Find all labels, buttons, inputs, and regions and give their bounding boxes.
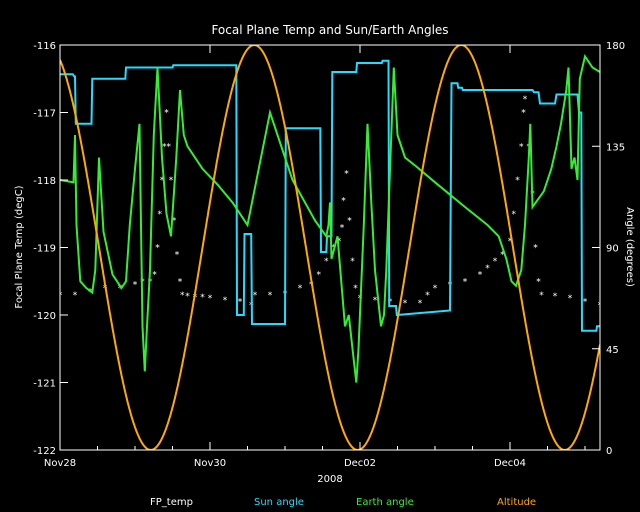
fp-temp-point: * [223, 296, 228, 306]
fp-temp-point: * [347, 217, 352, 227]
fp-temp-point: * [344, 169, 349, 179]
y-left-tick-label: -122 [33, 446, 56, 457]
fp-temp-point: * [515, 176, 520, 186]
fp-temp-point: * [324, 257, 329, 267]
fp-temp-point: * [155, 244, 160, 254]
fp-temp-point: * [298, 284, 303, 294]
fp-temp-point: * [337, 237, 342, 247]
fp-temp-point: * [200, 293, 205, 303]
fp-temp-point: * [403, 299, 408, 309]
fp-temp-point: * [172, 217, 177, 227]
legend-altitude: Altitude [497, 497, 537, 508]
fp-temp-point: * [508, 237, 513, 247]
x-tick-label: Nov28 [44, 458, 76, 469]
fp-temp-point: * [133, 281, 138, 291]
fp-temp-point: * [373, 296, 378, 306]
fp-temp-point: * [350, 257, 355, 267]
fp-temp-point: * [340, 223, 345, 233]
fp-temp-point: * [598, 301, 603, 311]
fp-temp-point: * [521, 109, 526, 119]
fp-temp-point: * [164, 109, 169, 119]
fp-temp-point: * [533, 244, 538, 254]
fp-temp-point: * [536, 277, 541, 287]
fp-temp-point: * [485, 264, 490, 274]
fp-temp-point: * [519, 142, 524, 152]
fp-temp-point: * [118, 284, 123, 294]
y-right-tick-label: 135 [606, 142, 625, 153]
chart-title: Focal Plane Temp and Sun/Earth Angles [211, 23, 448, 37]
fp-temp-point: * [158, 210, 163, 220]
legend-earth-angle: Earth angle [356, 497, 414, 508]
fp-temp-point: * [353, 284, 358, 294]
y-left-tick-label: -119 [33, 244, 56, 255]
fp-temp-point: * [425, 291, 430, 301]
fp-temp-point: * [185, 292, 190, 302]
fp-temp-point: * [493, 257, 498, 267]
fp-temp-point: * [88, 287, 93, 297]
fp-temp-point: * [73, 291, 78, 301]
fp-temp-point: * [463, 277, 468, 287]
legend-sun-angle: Sun angle [254, 497, 304, 508]
y-left-tick-label: -118 [33, 176, 56, 187]
y-left-tick-label: -117 [33, 109, 56, 120]
y-right-tick-label: 90 [606, 244, 619, 255]
fp-temp-point: * [169, 176, 174, 186]
fp-temp-point: * [512, 210, 517, 220]
y-axis-left-label: Focal Plane Temp (degC) [14, 185, 25, 308]
axes: Nov28 Nov30 Dec02 Dec04 -122 -121 -120 -119 -118… [33, 41, 625, 469]
fp-temp-point: * [568, 294, 573, 304]
fp-temp-point: * [268, 291, 273, 301]
fp-temp-point: * [553, 292, 558, 302]
fp-temp-point: * [341, 196, 346, 206]
y-axis-right-label: Angle (degrees) [624, 207, 635, 287]
fp-temp-point: * [523, 95, 528, 105]
x-tick-label: Dec04 [494, 458, 526, 469]
fp-temp-point: * [208, 294, 213, 304]
y-right-tick-label: 180 [606, 41, 625, 52]
fp-temp-point: * [58, 291, 63, 301]
fp-temp-point: * [178, 277, 183, 287]
y-right-tick-label: 45 [606, 345, 619, 356]
fp-temp-point: * [433, 284, 438, 294]
fp-temp-point: * [478, 271, 483, 281]
series-line-sun-angle [60, 59, 600, 332]
fp-temp-point: * [160, 176, 165, 186]
x-tick-label: Dec02 [344, 458, 376, 469]
fp-temp-point: * [500, 250, 505, 260]
y-left-tick-label: -116 [33, 41, 56, 52]
y-left-tick-label: -121 [33, 379, 56, 390]
fp-temp-point: * [167, 142, 172, 152]
fp-temp-point: * [175, 250, 180, 260]
fp-temp-point: * [539, 291, 544, 301]
fp-temp-point: * [388, 298, 393, 308]
fp-temp-point: * [180, 291, 185, 301]
x-tick-label: Nov30 [194, 458, 226, 469]
fp-temp-point: * [162, 142, 167, 152]
y-right-tick-label: 0 [606, 446, 612, 457]
fp-temp-point: * [418, 299, 423, 309]
plot-area: * * * * * * * ************* * * * * * * ** * ** *********… [58, 45, 603, 450]
fp-temp-point: * [152, 271, 157, 281]
fp-temp-point: * [238, 298, 243, 308]
series-line-earth-angle [60, 53, 600, 383]
y-left-tick-label: -120 [33, 311, 56, 322]
fp-temp-point: * [317, 271, 322, 281]
x-axis-label: 2008 [317, 474, 342, 485]
legend-fp-temp: FP_temp [150, 497, 193, 508]
fp-temp-point: * [253, 291, 258, 301]
fp-temp-point: * [583, 298, 588, 308]
